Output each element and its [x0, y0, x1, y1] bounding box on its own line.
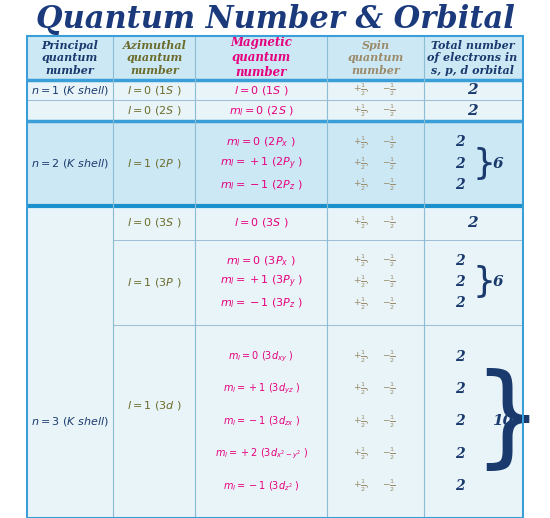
Text: $m_l = +1\ (2P_y\ )$: $m_l = +1\ (2P_y\ )$ — [219, 155, 303, 172]
Text: $-\frac{1}{2}$: $-\frac{1}{2}$ — [382, 349, 395, 365]
Text: $l = 1\ (3d\ )$: $l = 1\ (3d\ )$ — [127, 399, 182, 412]
Text: $l = 1\ (2P\ )$: $l = 1\ (2P\ )$ — [127, 157, 182, 170]
Text: $-\frac{1}{2}$: $-\frac{1}{2}$ — [382, 177, 395, 193]
Text: 2: 2 — [455, 135, 465, 149]
Text: $n = 3\ (K\ shell)$: $n = 3\ (K\ shell)$ — [31, 415, 109, 428]
Text: }: } — [472, 147, 496, 181]
Text: 2: 2 — [455, 178, 465, 192]
Text: $m_l = 0\ (2P_x\ )$: $m_l = 0\ (2P_x\ )$ — [227, 136, 296, 149]
Text: $+\frac{1}{2},$: $+\frac{1}{2},$ — [353, 478, 370, 494]
Text: $-\frac{1}{2}$: $-\frac{1}{2}$ — [382, 413, 395, 429]
Text: 2: 2 — [468, 83, 478, 97]
Text: 6: 6 — [492, 275, 503, 289]
Text: 2: 2 — [468, 104, 478, 118]
Text: Quantum Number & Orbital: Quantum Number & Orbital — [36, 4, 514, 35]
Bar — [26, 121, 524, 206]
Text: $m_l = -1\ (3d_{z^2}\ )$: $m_l = -1\ (3d_{z^2}\ )$ — [223, 479, 300, 493]
Text: $+\frac{1}{2},$: $+\frac{1}{2},$ — [353, 413, 370, 429]
Text: 2: 2 — [455, 275, 465, 289]
Text: $-\frac{1}{2}$: $-\frac{1}{2}$ — [382, 445, 395, 462]
Text: $+\frac{1}{2},$: $+\frac{1}{2},$ — [353, 82, 370, 98]
Text: $l = 0\ (3S\ )$: $l = 0\ (3S\ )$ — [234, 217, 289, 229]
Text: $-\frac{1}{2}$: $-\frac{1}{2}$ — [382, 381, 395, 397]
Bar — [26, 36, 524, 80]
Text: $-\frac{1}{2}$: $-\frac{1}{2}$ — [382, 295, 395, 312]
Text: $l = 0\ (3S\ )$: $l = 0\ (3S\ )$ — [127, 217, 182, 229]
Text: 2: 2 — [455, 254, 465, 268]
Text: $+\frac{1}{2},$: $+\frac{1}{2},$ — [353, 177, 370, 193]
Text: $m_l = -1\ (2P_z\ )$: $m_l = -1\ (2P_z\ )$ — [220, 178, 302, 192]
Text: $+\frac{1}{2},$: $+\frac{1}{2},$ — [353, 214, 370, 231]
Text: Spin
quantum
number: Spin quantum number — [348, 40, 404, 76]
Text: $m_l = -1\ (3d_{zx}\ )$: $m_l = -1\ (3d_{zx}\ )$ — [223, 414, 300, 428]
Text: $-\frac{1}{2}$: $-\frac{1}{2}$ — [382, 82, 395, 98]
Text: $m_l = 0\ (2S\ )$: $m_l = 0\ (2S\ )$ — [229, 104, 294, 118]
Text: 6: 6 — [492, 156, 503, 170]
Text: $l = 1\ (3P\ )$: $l = 1\ (3P\ )$ — [127, 276, 182, 289]
Text: $+\frac{1}{2},$: $+\frac{1}{2},$ — [353, 253, 370, 269]
Text: 2: 2 — [455, 382, 465, 396]
Text: 2: 2 — [468, 216, 478, 230]
Text: $-\frac{1}{2}$: $-\frac{1}{2}$ — [382, 155, 395, 172]
Text: $+\frac{1}{2},$: $+\frac{1}{2},$ — [353, 155, 370, 172]
Text: Magnetic
quantum
number: Magnetic quantum number — [230, 36, 292, 79]
Text: 2: 2 — [455, 447, 465, 461]
Text: 2: 2 — [455, 156, 465, 170]
Text: $l = 0\ (1S\ )$: $l = 0\ (1S\ )$ — [234, 84, 289, 97]
Text: $-\frac{1}{2}$: $-\frac{1}{2}$ — [382, 214, 395, 231]
Text: $+\frac{1}{2},$: $+\frac{1}{2},$ — [353, 349, 370, 365]
Text: $-\frac{1}{2}$: $-\frac{1}{2}$ — [382, 253, 395, 269]
Text: Principal
quantum
number: Principal quantum number — [41, 40, 98, 76]
Text: }: } — [472, 265, 496, 299]
Text: $+\frac{1}{2},$: $+\frac{1}{2},$ — [353, 445, 370, 462]
Text: $n = 2\ (K\ shell)$: $n = 2\ (K\ shell)$ — [31, 157, 109, 170]
Text: $-\frac{1}{2}$: $-\frac{1}{2}$ — [382, 478, 395, 494]
Text: $-\frac{1}{2}$: $-\frac{1}{2}$ — [382, 274, 395, 291]
Text: 2: 2 — [455, 350, 465, 364]
Text: Total number
of electrons in
s, p, d orbital: Total number of electrons in s, p, d orb… — [427, 40, 518, 76]
Text: $m_l = 0\ (3P_x\ )$: $m_l = 0\ (3P_x\ )$ — [227, 254, 296, 268]
Text: 2: 2 — [455, 296, 465, 310]
Text: 2: 2 — [455, 414, 465, 428]
Text: $m_l = +1\ (3d_{yz}\ )$: $m_l = +1\ (3d_{yz}\ )$ — [223, 382, 300, 396]
Text: $m_l = 0\ (3d_{xy}\ )$: $m_l = 0\ (3d_{xy}\ )$ — [228, 350, 294, 364]
Text: 10: 10 — [492, 414, 514, 428]
Text: $n = 1\ (K\ shell)$: $n = 1\ (K\ shell)$ — [31, 84, 109, 97]
Text: $m_l = +2\ (3d_{x^2-y^2}\ )$: $m_l = +2\ (3d_{x^2-y^2}\ )$ — [214, 447, 308, 461]
Text: $+\frac{1}{2},$: $+\frac{1}{2},$ — [353, 274, 370, 291]
Text: $m_l = -1\ (3P_z\ )$: $m_l = -1\ (3P_z\ )$ — [220, 297, 302, 310]
Text: $+\frac{1}{2},$: $+\frac{1}{2},$ — [353, 103, 370, 119]
Text: $-\frac{1}{2}$: $-\frac{1}{2}$ — [382, 134, 395, 151]
Text: }: } — [472, 368, 543, 475]
Text: $+\frac{1}{2},$: $+\frac{1}{2},$ — [353, 381, 370, 397]
Text: Azimuthal
quantum
number: Azimuthal quantum number — [123, 40, 186, 76]
Text: $m_l = +1\ (3P_y\ )$: $m_l = +1\ (3P_y\ )$ — [219, 274, 303, 291]
Text: $l = 0\ (1S\ )$: $l = 0\ (1S\ )$ — [127, 84, 182, 97]
Text: $l = 0\ (2S\ )$: $l = 0\ (2S\ )$ — [127, 104, 182, 117]
Text: 2: 2 — [455, 479, 465, 493]
Text: $+\frac{1}{2},$: $+\frac{1}{2},$ — [353, 295, 370, 312]
Text: $-\frac{1}{2}$: $-\frac{1}{2}$ — [382, 103, 395, 119]
Text: $+\frac{1}{2},$: $+\frac{1}{2},$ — [353, 134, 370, 151]
